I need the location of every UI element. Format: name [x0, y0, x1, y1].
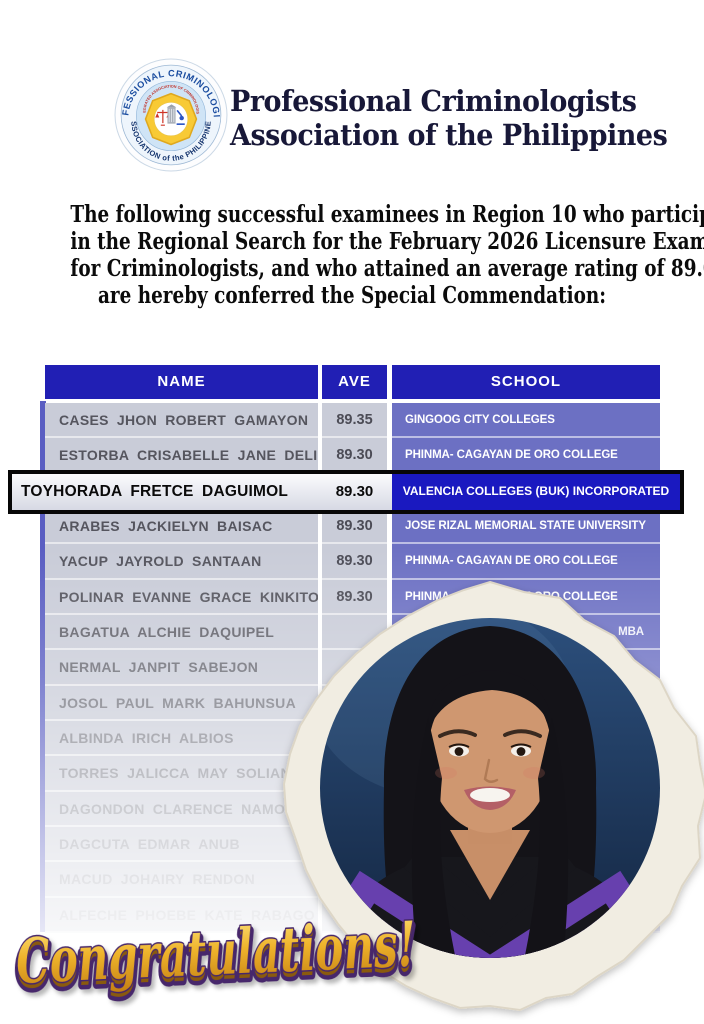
school-cell: JOSE RIZAL MEMORIAL STATE UNIVERSITY [392, 508, 660, 545]
intro-line-4: are hereby conferred the Special Commend… [97, 282, 607, 309]
examinee-ave: 89.30 [336, 517, 373, 534]
table-row: ESTORBA CRISABELLE JANE DELIMA 89.30 PHI… [40, 438, 660, 474]
microscope-icon [176, 109, 185, 125]
column-header-ave: AVE [322, 365, 387, 399]
ave-cell: 89.30 [322, 508, 387, 545]
intro-line-2: in the Regional Search for the February … [70, 228, 704, 255]
examinee-name: ARABES JACKIELYN BAISAC [59, 517, 273, 534]
column-header-name: NAME [45, 365, 318, 399]
examinee-name: ALBINDA IRICH ALBIOS [59, 729, 234, 746]
table-row: CASES JHON ROBERT GAMAYON 89.35 GINGOOG … [40, 403, 660, 439]
name-cell: ESTORBA CRISABELLE JANE DELIMA [45, 438, 318, 474]
intro-line-1: The following successful examinees in Re… [70, 201, 704, 228]
examinee-name: ESTORBA CRISABELLE JANE DELIMA [59, 447, 318, 464]
school-cell: GINGOOG CITY COLLEGES [392, 403, 660, 439]
examinee-name: YACUP JAYROLD SANTAAN [59, 553, 262, 570]
examinee-school: JOSE RIZAL MEMORIAL STATE UNIVERSITY [405, 519, 646, 532]
examinee-school: GINGOOG CITY COLLEGES [405, 414, 555, 426]
school-cell: PHINMA- CAGAYAN DE ORO COLLEGE [392, 438, 660, 474]
examinee-name: CASES JHON ROBERT GAMAYON [59, 412, 309, 428]
examinee-name: DAGCUTA EDMAR ANUB [59, 835, 240, 852]
column-header-school: SCHOOL [392, 365, 660, 399]
examinee-ave: 89.30 [336, 447, 373, 464]
table-row: ARABES JACKIELYN BAISAC 89.30 JOSE RIZAL… [40, 508, 660, 545]
ave-cell: 89.30 [322, 438, 387, 474]
examinee-school: PHINMA- CAGAYAN DE ORO COLLEGE [405, 449, 618, 462]
highlighted-ave: 89.30 [335, 483, 374, 500]
examinee-school: PHINMA- CAGAYAN DE ORO COLLEGE [405, 555, 618, 568]
congratulations-banner: Congratulations! Congratulations! [10, 906, 422, 1007]
association-title: Professional Criminologists Association … [230, 84, 668, 152]
announcement-text: The following successful examinees in Re… [70, 201, 704, 309]
name-cell: CASES JHON ROBERT GAMAYON [45, 403, 318, 439]
name-cell: ARABES JACKIELYN BAISAC [45, 508, 318, 545]
pcap-logo-seal: PROFESSIONAL CRIMINOLOGISTS ASSOCIATION … [114, 58, 228, 172]
examinee-ave: 89.35 [336, 412, 373, 428]
highlighted-row: TOYHORADA FRETCE DAGUIMOL 89.30 VALENCIA… [8, 470, 684, 514]
intro-line-3: for Criminologists, and who attained an … [70, 255, 704, 282]
title-line-2: Association of the Philippines [230, 118, 668, 152]
highlighted-name: TOYHORADA FRETCE DAGUIMOL [21, 483, 289, 500]
title-line-1: Professional Criminologists [230, 84, 637, 118]
examinee-name: JOSOL PAUL MARK BAHUNSUA [59, 694, 296, 711]
examinee-name: NERMAL JANPIT SABEJON [59, 659, 259, 676]
ave-cell: 89.35 [322, 403, 387, 439]
building-icon [166, 104, 177, 124]
examinee-ave: 89.30 [336, 553, 373, 570]
highlighted-school: VALENCIA COLLEGES (BUK) INCORPORATED [392, 474, 680, 510]
examinee-name: BAGATUA ALCHIE DAQUIPEL [59, 623, 275, 640]
